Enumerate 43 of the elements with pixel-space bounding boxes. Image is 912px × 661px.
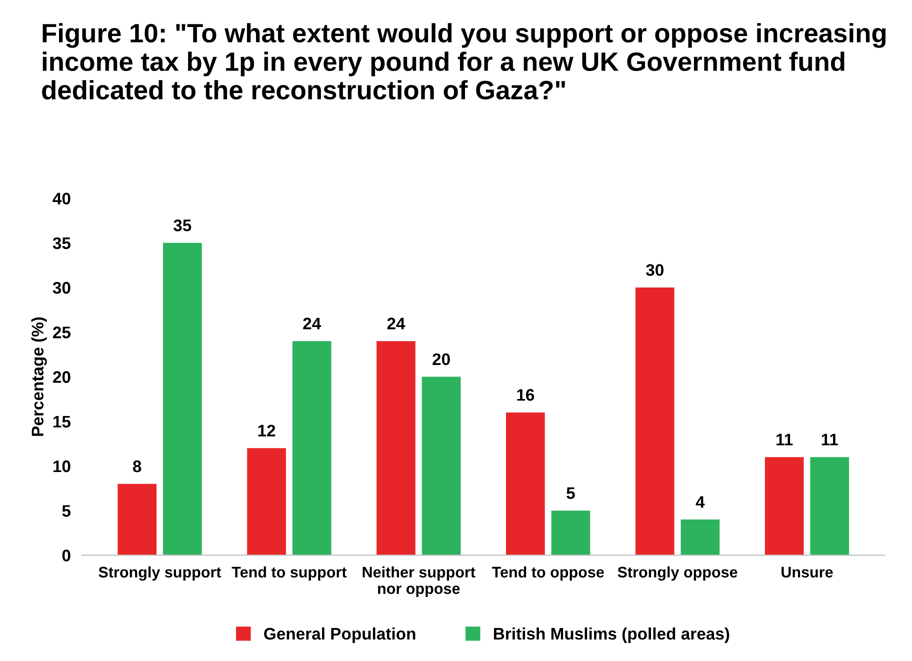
bar [118, 484, 157, 556]
bar [810, 457, 850, 556]
y-tick-label: 15 [53, 416, 71, 428]
x-tick-label: Tend to oppose [492, 566, 604, 581]
data-label: 30 [646, 264, 664, 276]
x-tick-label: Tend to support [232, 566, 347, 581]
y-tick-label: 25 [53, 326, 71, 338]
data-label: 16 [517, 389, 534, 401]
bar [635, 288, 674, 556]
y-tick-label: 10 [53, 460, 70, 472]
data-label: 20 [432, 353, 450, 366]
bar [764, 457, 804, 556]
y-tick-label: 20 [53, 371, 70, 383]
y-tick-label: 40 [52, 192, 70, 205]
x-tick-label: Strongly support [98, 566, 222, 581]
data-label: 24 [303, 318, 322, 330]
bar [422, 376, 461, 556]
x-tick-label: Unsure [782, 566, 833, 578]
bar [247, 448, 286, 556]
chart-title: Figure 10: "To what extent would you support or oppose increasing income tax by 1p in every pound for a new UK Government fund dedicated to the reconstruction of Gaza?" [42, 23, 886, 100]
bar [551, 510, 590, 556]
y-tick-label: 5 [62, 505, 71, 517]
bar [162, 242, 202, 556]
bar [680, 520, 720, 556]
bar [292, 341, 332, 556]
bar [376, 341, 416, 556]
data-label: 5 [566, 487, 575, 499]
data-label: 24 [387, 318, 406, 330]
legend-label: General Population [264, 627, 416, 643]
x-tick-label: Strongly oppose [618, 566, 738, 581]
data-label: 11 [776, 434, 793, 446]
y-tick-label: 0 [62, 550, 70, 562]
data-label: 35 [174, 219, 192, 232]
y-tick-label: 35 [52, 237, 71, 250]
x-tick-label: Neither support nor oppose [362, 566, 476, 598]
data-label: 11 [822, 434, 838, 446]
y-tick-label: 30 [52, 282, 70, 294]
legend-label: British Muslims (polled areas) [494, 627, 730, 643]
data-label: 12 [258, 424, 276, 436]
bar [506, 412, 545, 556]
data-label: 8 [132, 460, 142, 472]
y-axis-title: Percentage (%) [31, 317, 47, 436]
data-label: 4 [696, 496, 705, 508]
